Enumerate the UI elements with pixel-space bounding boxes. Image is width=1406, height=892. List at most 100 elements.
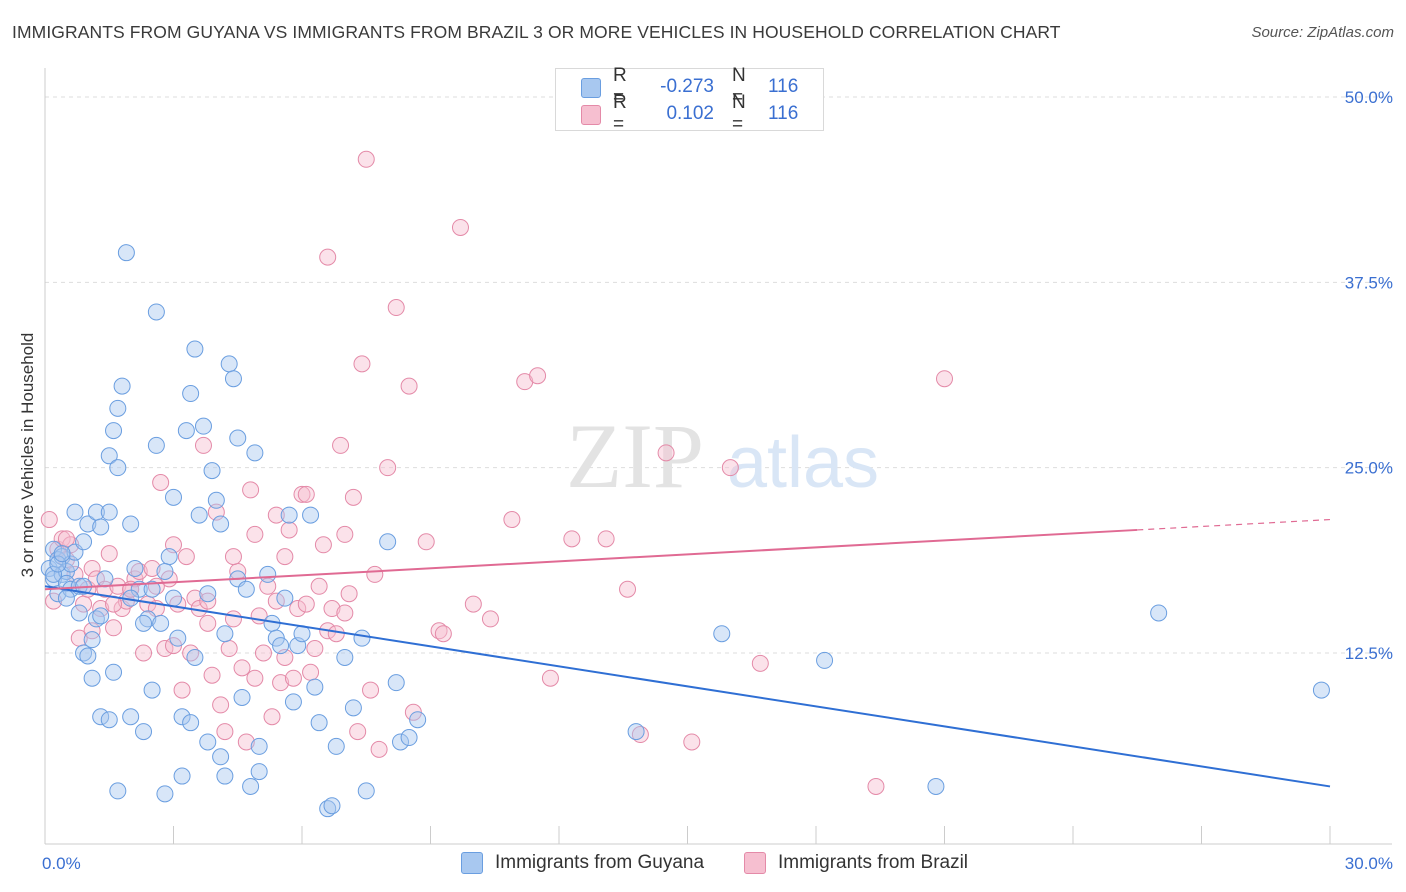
point-guyana — [199, 733, 217, 751]
point-brazil — [203, 666, 221, 684]
legend: R = -0.273 N = 116 R = 0.102 N = 116 — [555, 65, 824, 135]
trend-line-guyana — [44, 585, 1331, 788]
point-brazil — [242, 481, 260, 499]
point-guyana — [713, 625, 731, 643]
trend-lines — [44, 518, 1331, 788]
point-guyana — [216, 625, 234, 643]
point-brazil — [105, 619, 123, 637]
point-guyana — [147, 303, 165, 321]
point-brazil — [152, 473, 170, 491]
point-brazil — [541, 669, 559, 687]
point-brazil — [323, 600, 341, 618]
bottom-legend-swatch-brazil — [744, 852, 766, 874]
point-guyana — [169, 629, 187, 647]
point-brazil — [503, 511, 521, 529]
point-brazil — [751, 654, 769, 672]
point-brazil — [246, 669, 264, 687]
point-brazil — [220, 640, 238, 658]
point-brazil — [721, 459, 739, 477]
point-brazil — [366, 565, 384, 583]
gridlines — [45, 96, 1392, 654]
point-guyana — [173, 708, 191, 726]
point-guyana — [194, 417, 212, 435]
point-brazil — [293, 485, 311, 503]
point-brazil — [272, 674, 290, 692]
x-tick-label-max: 30.0% — [1345, 854, 1393, 873]
axes — [44, 68, 1392, 845]
point-brazil — [306, 640, 324, 658]
point-brazil — [362, 681, 380, 699]
point-guyana — [203, 462, 221, 480]
point-brazil — [284, 669, 302, 687]
y-tick-label: 37.5% — [1345, 273, 1393, 292]
point-brazil — [40, 511, 58, 529]
point-guyana — [344, 699, 362, 717]
bottom-legend-label-guyana: Immigrants from Guyana — [495, 852, 705, 873]
point-brazil — [349, 723, 367, 741]
point-brazil — [254, 644, 272, 662]
point-brazil — [400, 377, 418, 395]
point-brazil — [216, 723, 234, 741]
point-guyana — [392, 733, 410, 751]
points-guyana — [40, 244, 1330, 818]
chart-source: Source: ZipAtlas.com — [1251, 24, 1394, 41]
point-guyana — [272, 637, 290, 655]
point-brazil — [237, 733, 255, 751]
point-guyana — [135, 614, 153, 632]
point-guyana — [276, 589, 294, 607]
trend-line-brazil — [44, 528, 1138, 591]
point-guyana — [357, 782, 375, 800]
point-guyana — [152, 614, 170, 632]
point-guyana — [49, 555, 67, 573]
y-axis-title: 3 or more Vehicles in Household — [18, 332, 37, 578]
point-guyana — [927, 777, 945, 795]
point-guyana — [182, 385, 200, 403]
point-brazil — [417, 533, 435, 551]
legend-swatch-brazil — [581, 105, 601, 125]
point-guyana — [100, 711, 118, 729]
point-guyana — [1150, 604, 1168, 622]
point-guyana — [190, 506, 208, 524]
point-brazil — [657, 444, 675, 462]
point-guyana — [143, 580, 161, 598]
point-brazil — [143, 559, 161, 577]
point-brazil — [297, 485, 315, 503]
point-guyana — [156, 562, 174, 580]
point-guyana — [143, 681, 161, 699]
point-guyana — [323, 797, 341, 815]
legend-swatch-guyana — [581, 78, 601, 98]
x-tick-label-min: 0.0% — [42, 854, 81, 873]
point-guyana — [57, 589, 75, 607]
point-guyana — [45, 565, 63, 583]
point-brazil — [529, 367, 547, 385]
point-guyana — [53, 545, 71, 563]
point-guyana — [306, 678, 324, 696]
y-tick-label: 50.0% — [1345, 88, 1393, 107]
point-brazil — [379, 459, 397, 477]
point-brazil — [92, 600, 110, 618]
point-brazil — [297, 595, 315, 613]
point-guyana — [79, 647, 97, 665]
point-guyana — [96, 570, 114, 588]
point-brazil — [177, 548, 195, 566]
point-guyana — [105, 663, 123, 681]
point-guyana — [122, 515, 140, 533]
trend-line-brazil-extrapolated — [1137, 518, 1331, 531]
point-guyana — [122, 708, 140, 726]
point-guyana — [212, 515, 230, 533]
point-brazil — [224, 610, 242, 628]
point-brazil — [344, 488, 362, 506]
point-guyana — [109, 399, 127, 417]
point-brazil — [683, 733, 701, 751]
tick-labels: 12.5% 25.0% 37.5% 50.0% 0.0% 30.0% — [42, 88, 1393, 873]
point-guyana — [216, 767, 234, 785]
point-guyana — [310, 714, 328, 732]
y-tick-label: 25.0% — [1345, 459, 1393, 478]
point-guyana — [1312, 681, 1330, 699]
point-brazil — [597, 530, 615, 548]
point-brazil — [370, 740, 388, 758]
point-guyana — [229, 429, 247, 447]
point-guyana — [100, 503, 118, 521]
point-guyana — [70, 604, 88, 622]
